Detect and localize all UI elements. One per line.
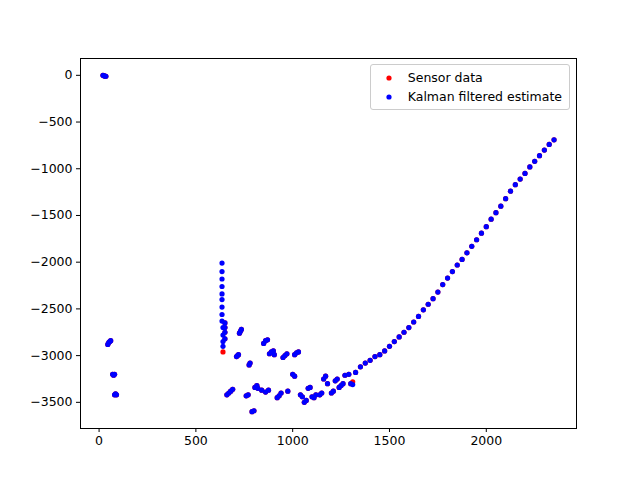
- svg-text:2000: 2000: [470, 433, 502, 448]
- svg-text:−1500: −1500: [30, 207, 72, 222]
- svg-text:500: 500: [184, 433, 208, 448]
- svg-text:1500: 1500: [374, 433, 406, 448]
- svg-text:−1000: −1000: [30, 161, 72, 176]
- svg-text:−3500: −3500: [30, 394, 72, 409]
- html-text:Kalman filtered estimate: Kalman filtered estimate: [407, 89, 562, 104]
- svg-text:0: 0: [65, 67, 73, 82]
- svg-text:1000: 1000: [277, 433, 309, 448]
- html-text:Sensor data: Sensor data: [407, 70, 483, 85]
- svg-text:−2000: −2000: [30, 254, 72, 269]
- svg-text:0: 0: [95, 433, 103, 448]
- svg-text:−2500: −2500: [30, 301, 72, 316]
- svg-text:−3000: −3000: [30, 348, 72, 363]
- svg-text:−500: −500: [38, 114, 72, 129]
